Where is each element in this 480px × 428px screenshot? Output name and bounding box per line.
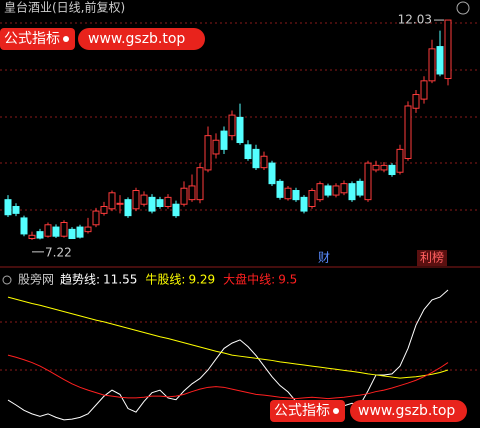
- close-icon[interactable]: [456, 1, 470, 15]
- candle-body: [84, 226, 92, 233]
- candle-body: [372, 164, 380, 171]
- candle-body: [332, 185, 340, 196]
- watermark-url: www.gszb.top: [88, 31, 185, 47]
- candle-body: [124, 199, 132, 217]
- candle-body: [388, 164, 396, 176]
- candle-body: [356, 180, 364, 196]
- legend-name: 牛股线:: [145, 272, 185, 287]
- candle-body: [244, 144, 252, 160]
- marker-box: [417, 250, 447, 266]
- legend-name: 趋势线:: [60, 273, 100, 287]
- watermark-label: 公式指标: [274, 403, 330, 419]
- candle-body: [412, 94, 420, 109]
- candle-body: [116, 202, 124, 205]
- candle-body: [428, 48, 436, 82]
- watermark: 公式指标 www.gszb.top 公式指标 www.gszb.top: [0, 28, 467, 422]
- candle-body: [76, 226, 84, 238]
- candle-body: [44, 224, 52, 237]
- annotation: 7.22: [45, 245, 72, 259]
- candle-body: [252, 148, 260, 169]
- candle-body: [212, 139, 220, 155]
- candle-body: [12, 206, 20, 214]
- candle-body: [52, 226, 60, 237]
- candle-body: [196, 167, 204, 201]
- candle-body: [260, 155, 268, 169]
- legend-name: 大盘中线:: [223, 272, 275, 287]
- candle-body: [228, 114, 236, 137]
- candle-body: [436, 46, 444, 75]
- candle-body: [20, 217, 28, 235]
- legend-value: 9.29: [188, 273, 215, 287]
- candle-body: [172, 203, 180, 217]
- candle-body: [396, 148, 404, 173]
- candle-body: [444, 19, 452, 80]
- candle-body: [236, 116, 244, 144]
- panel-icon: [2, 275, 12, 285]
- candle-body: [404, 105, 412, 160]
- candle-body: [164, 196, 172, 208]
- watermark-url: www.gszb.top: [358, 403, 455, 419]
- legend-value: 9.5: [278, 273, 297, 287]
- annotation: 12.03: [398, 13, 432, 27]
- indicator-line: [7, 296, 449, 379]
- candle-body: [308, 190, 316, 208]
- candle-body: [364, 162, 372, 201]
- candle-body: [4, 199, 12, 216]
- candle-body: [156, 199, 164, 208]
- candle-body: [108, 192, 116, 210]
- candle-body: [92, 210, 100, 226]
- watermark-label: 公式指标: [4, 31, 60, 47]
- candle-body: [276, 180, 284, 198]
- candle-body: [292, 190, 300, 201]
- legend-value: 11.55: [103, 273, 137, 287]
- candle-body: [316, 183, 324, 201]
- candle-body: [340, 183, 348, 194]
- candle-body: [300, 196, 308, 212]
- candle-body: [284, 187, 292, 200]
- candle-body: [100, 206, 108, 214]
- candle-body: [60, 222, 68, 237]
- candle-body: [380, 164, 388, 171]
- candle-body: [188, 185, 196, 201]
- candle-body: [28, 234, 36, 239]
- candle-body: [68, 228, 76, 239]
- chart-title: 皇台酒业(日线,前复权): [4, 0, 125, 15]
- candle-body: [132, 190, 140, 210]
- candle-body: [268, 162, 276, 185]
- candle-body: [204, 135, 212, 171]
- candle-body: [140, 194, 148, 205]
- candle-body: [420, 80, 428, 100]
- candle-body: [36, 231, 44, 239]
- indicator-line: [7, 354, 449, 400]
- panel-title: 股旁网: [18, 272, 54, 287]
- candle-body: [220, 130, 228, 150]
- marker: 财: [318, 251, 330, 265]
- marker: 利榜: [420, 250, 444, 265]
- candle-body: [324, 185, 332, 196]
- indicator-line: [7, 289, 449, 421]
- candle-body: [148, 196, 156, 212]
- candle-body: [348, 183, 356, 201]
- candle-body: [180, 187, 188, 205]
